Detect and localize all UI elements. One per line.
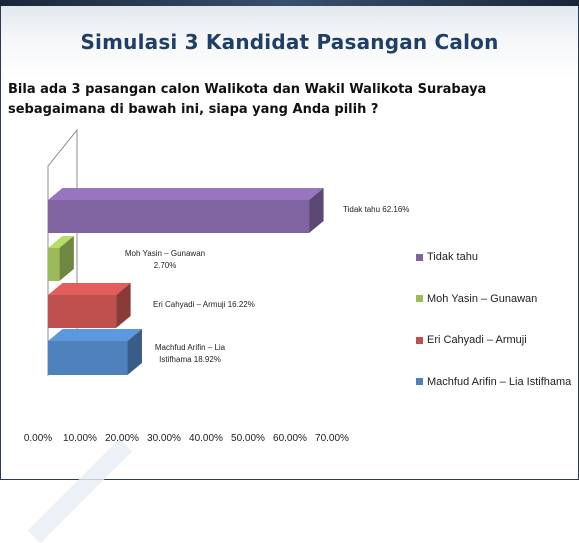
legend-item: Machfud Arifin – Lia Istifhama (416, 371, 576, 393)
bar-top-3 (48, 329, 142, 341)
data-label-0: Tidak tahu 62.16% (343, 205, 409, 214)
survey-question: Bila ada 3 pasangan calon Walikota dan W… (8, 82, 487, 117)
bar-side-2 (116, 283, 131, 328)
bar-chart: Tidak tahu 62.16% Moh Yasin – Gunawan 2.70… (24, 128, 409, 444)
bar-3 (48, 341, 128, 375)
slide-title: Simulasi 3 Kandidat Pasangan Calon (80, 30, 499, 54)
x-tick-label-7: 70.00% (315, 433, 349, 444)
bar-top-1 (48, 236, 74, 248)
legend-label: Moh Yasin – Gunawan (427, 292, 538, 305)
bar-side-3 (127, 329, 142, 375)
x-tick-label-0: 0.00% (24, 433, 52, 444)
legend-swatch (416, 336, 423, 344)
legend-swatch (416, 253, 423, 261)
x-tick-label-4: 40.00% (189, 433, 223, 444)
x-tick-label-1: 10.00% (63, 433, 97, 444)
slide-frame (0, 0, 579, 480)
slide-top-border (0, 0, 579, 6)
bar-top-0 (48, 188, 324, 200)
legend-label: Machfud Arifin – Lia Istifhama (427, 375, 572, 388)
bar-0 (48, 200, 310, 233)
bar-1 (48, 248, 60, 281)
data-label-2: Eri Cahyadi – Armuji 16.22% (153, 300, 255, 309)
x-tick-label-3: 30.00% (147, 433, 181, 444)
bar-2 (48, 295, 117, 328)
bar-side-0 (309, 188, 324, 233)
legend-swatch (416, 378, 423, 385)
data-label-3: Machfud Arifin – Lia Istifhama 18.92% (155, 343, 226, 364)
bar-top-2 (48, 283, 131, 295)
x-tick-label-5: 50.00% (231, 433, 265, 444)
legend-label: Tidak tahu (427, 251, 478, 263)
x-tick-label-2: 20.00% (105, 433, 139, 444)
bar-side-1 (59, 236, 74, 281)
legend-item: Eri Cahyadi – Armuji (416, 329, 576, 351)
chart-legend: Tidak tahu Moh Yasin – Gunawan Eri Cahyadi… (416, 246, 576, 412)
legend-item: Moh Yasin – Gunawan (416, 288, 576, 310)
legend-label: Eri Cahyadi – Armuji (427, 334, 527, 346)
legend-swatch (416, 295, 423, 302)
legend-item: Tidak tahu (416, 246, 576, 268)
x-tick-label-6: 60.00% (273, 433, 307, 444)
data-label-1: Moh Yasin – Gunawan 2.70% (125, 249, 205, 270)
